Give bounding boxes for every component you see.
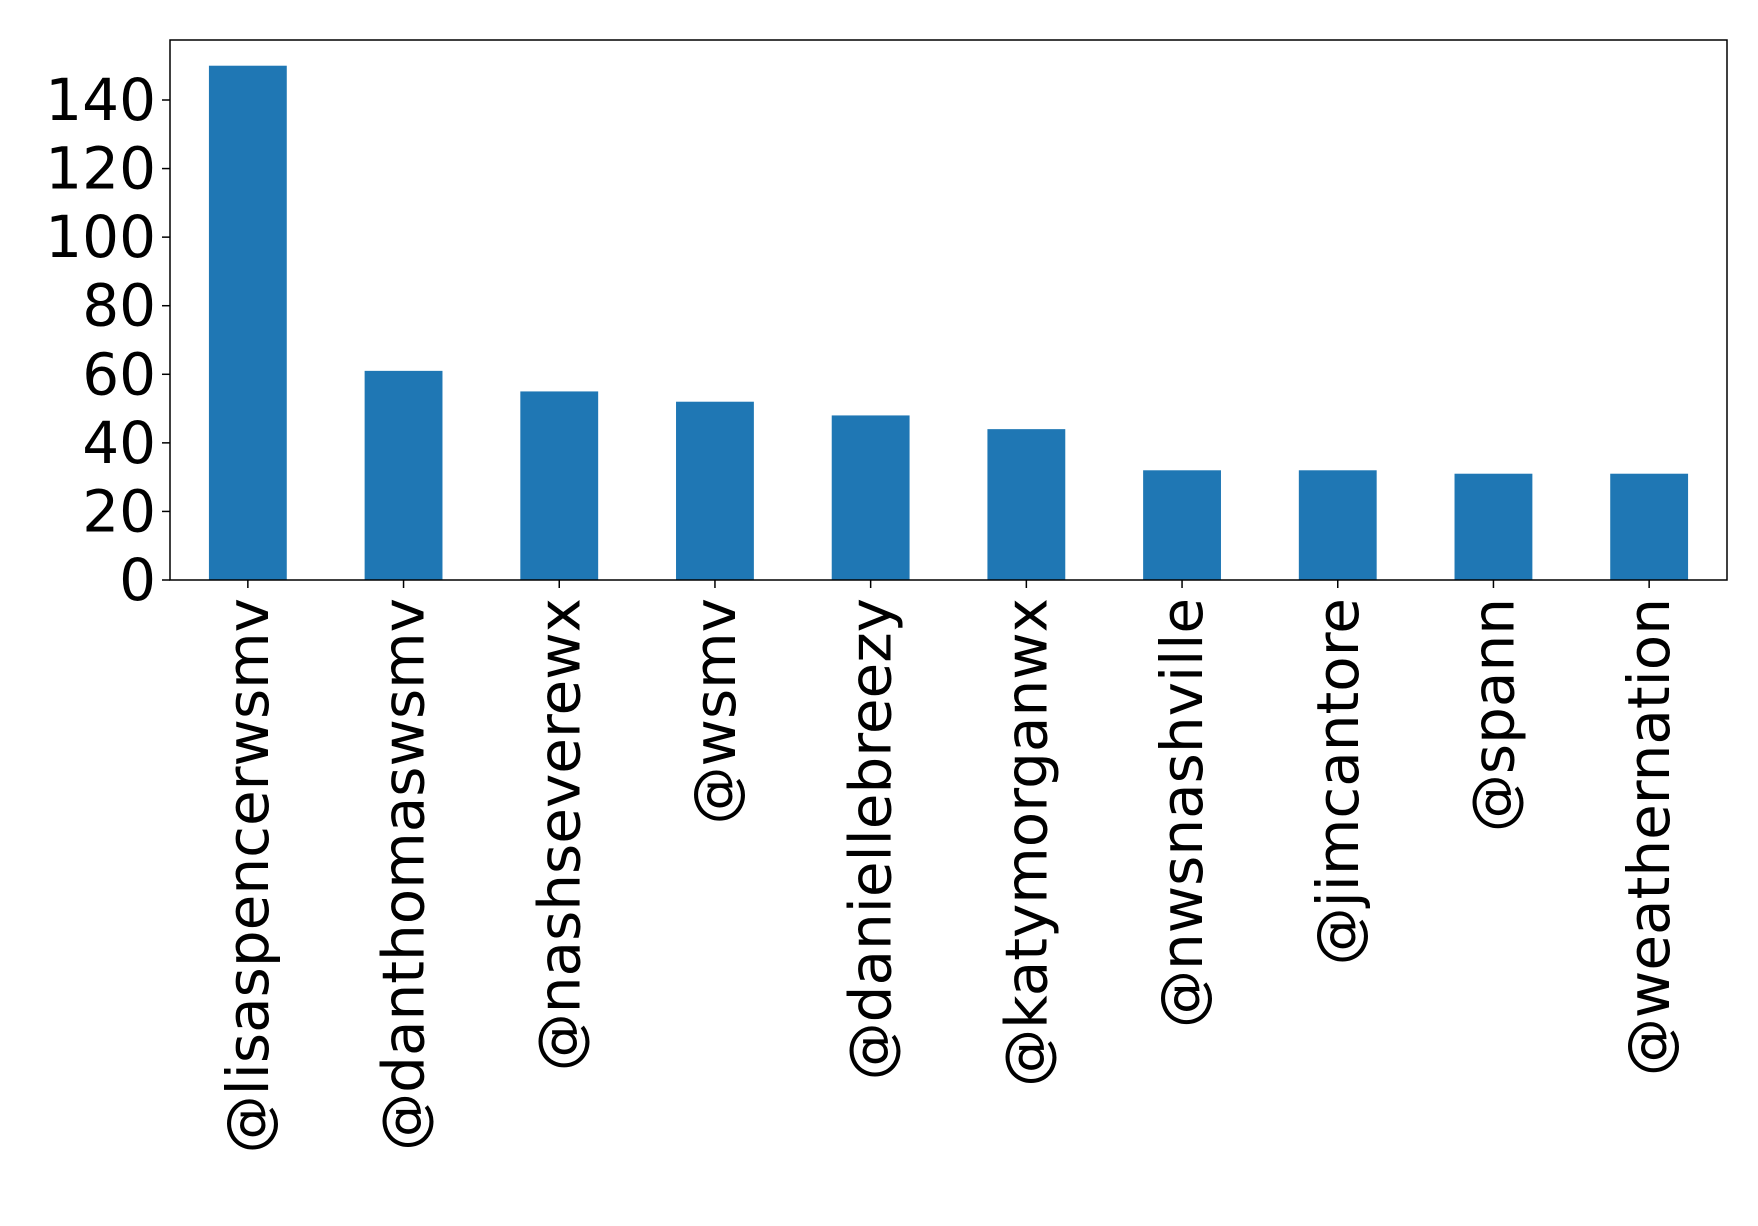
y-tick-label: 80 [82,272,156,340]
bars-group [208,65,1689,580]
bar-jimcantore [1298,470,1377,580]
y-tick-label: 60 [82,340,156,408]
x-tick-label: @nashseverewx [525,598,593,1071]
bar-spann [1454,473,1533,580]
bar-danthomaswsmv [364,370,443,580]
x-tick-label: @nwsnashville [1148,598,1216,1028]
bar-wsmv [676,401,754,580]
y-tick-label: 100 [45,203,156,271]
bar-nashseverewx [520,391,599,580]
x-tick-label: @wsmv [681,598,749,824]
bar-nwsnashville [1143,470,1221,580]
x-tick-label: @weathernation [1615,598,1683,1076]
bar-lisaspencerwsmv [208,65,287,580]
x-axis: @lisaspencerwsmv @danthomaswsmv @nashsever… [214,580,1683,1153]
plot-frame [169,39,1728,581]
bar-daniellebreezy [831,415,910,580]
y-tick-label: 0 [119,546,156,614]
y-tick-label: 40 [82,409,156,477]
x-tick-label: @daniellebreezy [837,598,905,1080]
x-tick-label: @jimcantore [1304,598,1372,965]
bar-weathernation [1610,473,1689,580]
y-tick-label: 20 [82,477,156,545]
x-tick-label: @spann [1459,598,1527,832]
y-tick-label: 140 [45,66,156,134]
x-tick-label: @lisaspencerwsmv [214,598,282,1153]
y-tick-label: 120 [45,135,156,203]
x-tick-label: @katymorganwx [992,598,1060,1087]
x-tick-label: @danthomaswsmv [370,598,438,1151]
bar-katymorganwx [987,429,1066,580]
